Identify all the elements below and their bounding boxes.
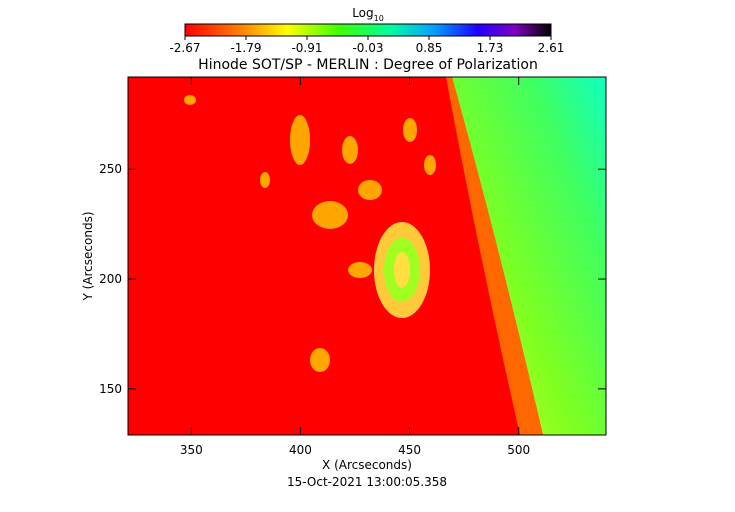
colorbar-tick-label: 1.73 [477,41,504,55]
chart-title: Hinode SOT/SP - MERLIN : Degree of Polar… [198,57,538,73]
y-tick-label: 150 [99,382,122,396]
colorbar-tick-label: -0.03 [352,41,383,55]
x-tick-label: 500 [507,443,530,457]
colorbar-tick-label: 0.85 [416,41,443,55]
colorbar-tick-label: 2.61 [538,41,565,55]
image [128,77,606,435]
colorbar-label: Log10 [352,6,384,23]
plot-frame [127,76,607,436]
x-tick-label: 400 [289,443,312,457]
colorbar-label-sub: 10 [374,14,384,23]
y-tick-label: 250 [99,162,122,176]
y-axis-label: Y (Arcseconds) [81,211,95,301]
colorbar-tick-label: -0.91 [291,41,322,55]
colorbar-tick-label: -2.67 [169,41,200,55]
date-label: 15-Oct-2021 13:00:05.358 [287,475,447,489]
y-tick-label: 200 [99,272,122,286]
colorbar [184,23,552,37]
colorbar-tick-label: -1.79 [230,41,261,55]
x-tick-label: 350 [180,443,203,457]
x-tick-label: 450 [398,443,421,457]
colorbar-label-text: Log [352,6,373,20]
x-axis-label: X (Arcseconds) [322,458,412,472]
